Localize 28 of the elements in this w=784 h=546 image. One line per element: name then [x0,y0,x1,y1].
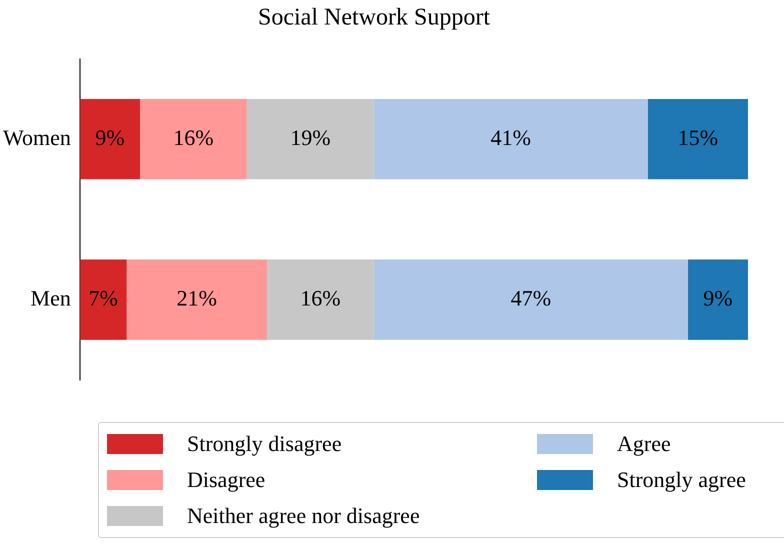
y-tick-label: Women [2,124,71,150]
legend-label: Strongly agree [617,467,746,493]
y-tick-label: Men [30,285,71,310]
data-label: 15% [678,124,718,150]
legend-label: Agree [617,431,671,457]
data-label: 16% [173,124,214,150]
legend-label: Strongly disagree [187,431,342,457]
data-label: 9% [95,124,125,150]
legend-label: Disagree [187,467,266,493]
data-label: 7% [88,285,118,310]
data-label: 41% [490,124,531,150]
bar [246,98,374,180]
data-label: 9% [703,285,733,310]
bar [374,98,648,180]
bar [266,260,374,340]
bar [140,98,247,180]
chart-title: Social Network Support [258,4,490,31]
data-label: 19% [290,124,331,150]
bar [126,260,267,340]
bar [648,98,748,180]
legend-label: Neither agree nor disagree [187,503,420,529]
bar [80,98,140,180]
bar [688,260,748,340]
bar [374,260,688,340]
bar [80,260,127,340]
data-label: 47% [510,285,552,310]
data-label: 21% [176,285,217,310]
data-label: 16% [300,285,341,310]
